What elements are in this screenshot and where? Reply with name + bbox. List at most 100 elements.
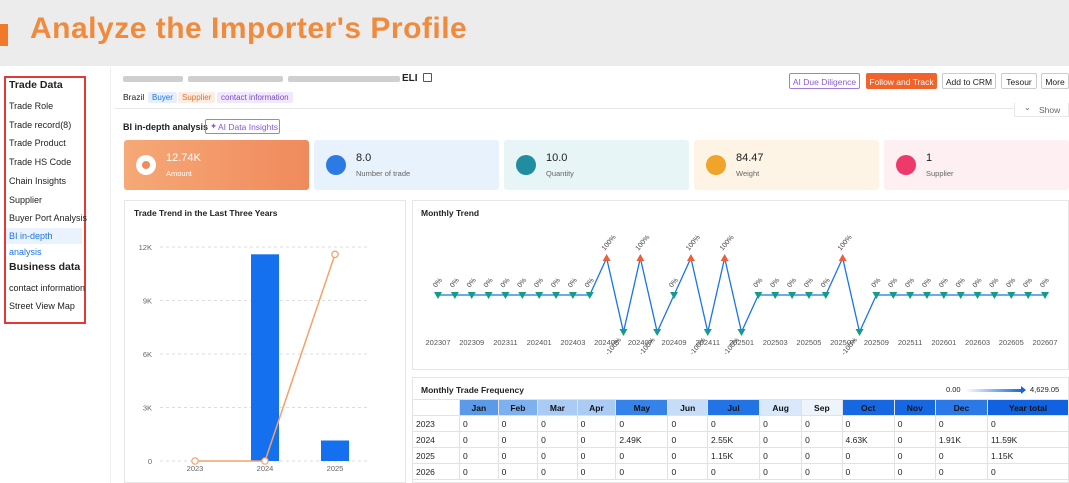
sidebar-item[interactable]: Buyer Port Analysis — [9, 213, 88, 224]
down-marker — [670, 292, 679, 299]
button[interactable]: Tesour — [1001, 73, 1037, 89]
stat-label: Supplier — [926, 169, 954, 178]
sidebar-item[interactable]: BI in-depth analysis — [6, 227, 82, 257]
banner-accent — [0, 24, 8, 46]
down-marker — [771, 292, 780, 299]
stat-label: Amount — [166, 169, 192, 178]
sidebar-item[interactable]: Supplier — [9, 194, 43, 205]
y-tick-label: 0 — [148, 457, 152, 466]
down-marker — [906, 292, 915, 299]
value-label: 0% — [938, 277, 950, 289]
x-tick-label: 202501 — [729, 338, 754, 347]
down-marker — [535, 292, 544, 299]
cell: 2.49K — [615, 431, 669, 448]
x-tick-label: 202401 — [527, 338, 552, 347]
y-tick-label: 6K — [143, 350, 152, 359]
blurred-name — [288, 76, 400, 82]
value-label: 100% — [719, 234, 736, 252]
tag: Buyer — [148, 92, 177, 103]
stat-value: 10.0 — [546, 152, 568, 164]
chart-title: Trade Trend in the Last Three Years — [134, 208, 278, 218]
x-tick-label: 202409 — [662, 338, 687, 347]
sidebar-item[interactable]: Street View Map — [9, 301, 75, 312]
sidebar-item[interactable]: Trade Role — [9, 101, 54, 111]
stat-icon — [706, 155, 726, 175]
value-label: 0% — [769, 277, 781, 289]
copy-icon[interactable] — [423, 73, 432, 82]
header-row: Jan Feb Mar Apr May Jun Jul Aug Sep Oct Nov Dec Year… — [412, 399, 1069, 416]
column-header: Jan — [459, 399, 499, 416]
column-header: Year total — [987, 399, 1069, 416]
value-label: 0% — [820, 277, 832, 289]
stat-value: 12.74K — [166, 152, 201, 164]
ai-button-label: AI Data Insights — [218, 122, 279, 132]
down-marker — [501, 292, 510, 299]
x-tick-label: 202605 — [999, 338, 1024, 347]
sidebar-item[interactable]: contact information — [9, 282, 86, 293]
button[interactable]: AI Due Diligence — [789, 73, 860, 89]
line-marker — [261, 457, 269, 465]
button[interactable]: Follow and Track — [866, 73, 937, 89]
down-marker — [1041, 292, 1049, 299]
down-marker — [889, 292, 898, 299]
stat-value: 1 — [926, 152, 933, 164]
value-label: 0% — [550, 277, 562, 289]
value-label: 0% — [786, 277, 798, 289]
value-label: 0% — [668, 277, 680, 289]
cell: 0 — [459, 463, 499, 480]
ai-button[interactable] — [205, 119, 280, 134]
x-tick-label: 2023 — [187, 464, 204, 473]
down-marker — [484, 292, 493, 299]
value-label: 0% — [1022, 277, 1034, 289]
value-label: 100% — [601, 234, 618, 252]
down-marker — [434, 292, 442, 299]
banner: Analyze the Importer's Profile — [0, 0, 1069, 66]
down-marker — [585, 292, 594, 299]
line — [438, 255, 1045, 335]
cell: 0 — [706, 463, 761, 480]
scale-bar — [965, 389, 1023, 392]
down-marker — [467, 292, 476, 299]
blurred-name — [123, 76, 183, 82]
down-marker — [973, 292, 982, 299]
scale-arrow — [1021, 386, 1026, 394]
value-label: 100% — [837, 234, 854, 252]
chart-title: Monthly Trend — [421, 208, 480, 218]
column-header: Feb — [497, 399, 539, 416]
x-tick-label: 202407 — [628, 338, 653, 347]
frequency-table: Jan Feb Mar Apr May Jun Jul Aug Sep Oct Nov Dec Year… — [412, 399, 1069, 480]
down-marker — [703, 329, 712, 336]
cell: 0 — [576, 463, 617, 480]
sidebar-item[interactable]: Trade HS Code — [9, 157, 72, 168]
x-tick-label: 2025 — [327, 464, 344, 473]
up-marker — [720, 254, 729, 261]
line-marker — [191, 457, 199, 465]
sidebar-item[interactable]: Chain Insights — [9, 175, 67, 186]
value-label: 0% — [533, 277, 545, 289]
sidebar-item[interactable]: Trade Product — [9, 138, 66, 149]
stat-label: Weight — [736, 169, 760, 178]
value-label: 0% — [516, 277, 528, 289]
value-label: 0% — [567, 277, 579, 289]
x-tick-label: 202507 — [830, 338, 855, 347]
stat-icon — [136, 155, 156, 175]
up-marker — [838, 254, 847, 261]
cell: 0 — [893, 463, 936, 480]
button[interactable]: Add to CRM — [942, 73, 996, 89]
tag: contact information — [217, 92, 293, 103]
value-label: 0% — [584, 277, 596, 289]
down-marker — [518, 292, 527, 299]
table-row: 2024 0 0 0 0 2.49K 0 2.55K 0 0 4.63K 0 1.91K 11.59K — [412, 431, 1069, 448]
column-header: Sep — [801, 399, 843, 416]
stat-card: 84.47 Weight — [694, 140, 879, 190]
tag: Supplier — [178, 92, 216, 103]
button[interactable]: More — [1041, 73, 1069, 89]
sidebar-item[interactable]: Trade record(8) — [9, 119, 72, 130]
cell: 0 — [987, 463, 1069, 480]
down-marker — [804, 292, 813, 299]
scale-min: 0.00 — [946, 385, 961, 394]
down-marker — [1007, 292, 1016, 299]
stat-card: 12.74K Amount — [124, 140, 309, 190]
down-marker — [922, 292, 931, 299]
